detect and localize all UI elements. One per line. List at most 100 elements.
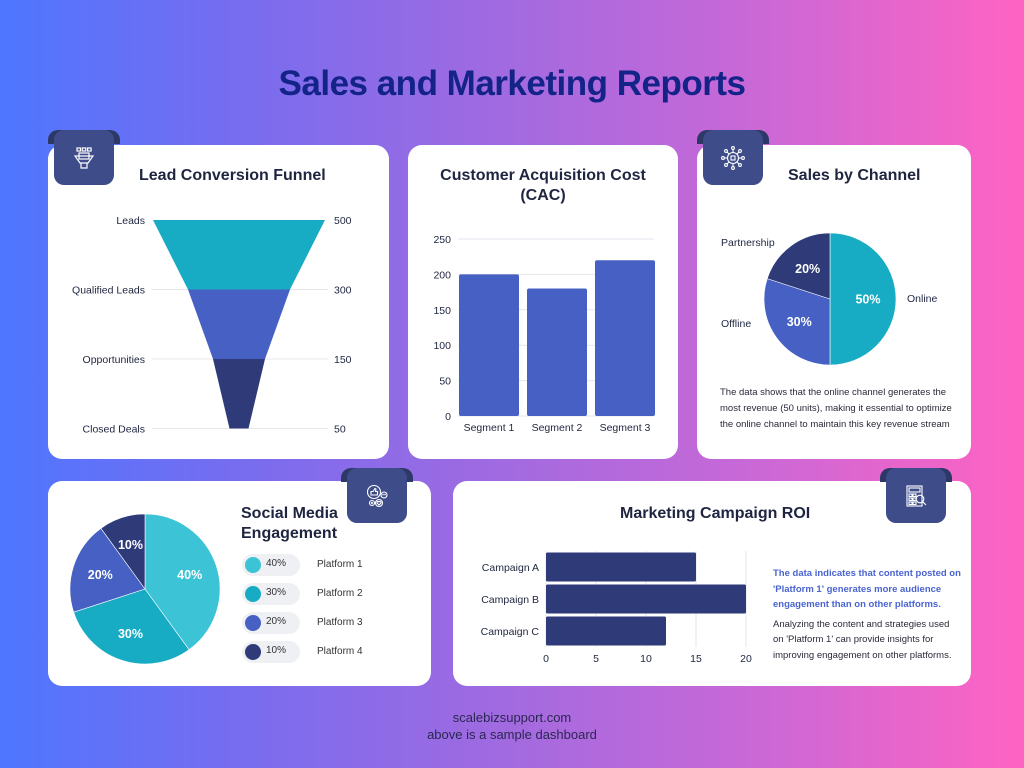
legend-value: 20% [266,616,287,627]
note-highlight-line: engagement than on other platforms. [773,599,941,610]
legend-item: 40% [242,554,300,576]
channel-note: The data shows that the online channel g… [720,385,960,433]
note-line: Analyzing the content and strategies use… [773,618,950,630]
y-tick-label: 50 [439,376,451,388]
y-category-label: Campaign A [482,562,539,574]
x-tick-label: 15 [690,653,702,665]
legend-label: Platform 1 [317,559,363,570]
legend-item: 10% [242,641,300,663]
card-title-line1: Customer Acquisition Cost [440,167,646,184]
y-category-label: Campaign C [481,626,540,638]
pie-slice [100,513,146,590]
roi-bar [546,584,746,614]
card-title: Sales by Channel [788,167,921,184]
legend-item: 30% [242,583,300,605]
card-title-line2: Engagement [241,525,338,542]
page-title: Sales and Marketing Reports [278,64,746,103]
roi-bar-chart: 0 5 10 15 20 Campaign A Campaign B Campaign C [481,551,752,665]
pie-slice [73,588,190,665]
pie-legend-label: Offline [721,318,751,330]
legend-value: 40% [266,558,287,569]
footer-site[interactable]: scalebizsupport.com [452,710,572,725]
funnel-value-label: 50 [334,424,346,436]
roi-icon-tab [880,468,952,523]
social-reactions-icon [366,484,388,507]
funnel-people-icon [73,146,95,169]
legend-swatch [245,557,261,573]
sales-channel-card: Sales by Channel 50% 30% 20% Online Offline P… [697,145,971,459]
pie-legend-label: Partnership [721,237,775,249]
cac-bar [459,274,519,416]
note-highlight-line: 'Platform 1' generates more audience [773,583,942,595]
funnel-segment [188,289,290,359]
legend-swatch [245,615,261,631]
funnel-value-label: 300 [334,285,352,297]
y-category-label: Campaign B [481,594,539,606]
pie-slice-label: 40% [177,568,202,582]
pie-slice [766,232,831,300]
x-tick-label: Segment 2 [532,422,583,434]
pie-slice-label: 20% [795,262,820,276]
lead-funnel-card: Lead Conversion Funnel Leads 500 Qualified… [48,145,389,459]
x-tick-label: Segment 3 [600,422,651,434]
footer-note: above is a sample dashboard [427,727,597,742]
pie-slice [829,232,897,366]
funnel-segment [153,220,325,290]
x-tick-label: 0 [543,653,549,665]
funnel-category-label: Qualified Leads [72,285,145,297]
cac-bar [527,288,587,416]
cac-card: Customer Acquisition Cost (CAC) 0 50 100 15… [408,145,678,459]
note-line: improving engagement on other platforms. [773,649,952,661]
funnel-value-label: 500 [334,215,352,227]
funnel-chart: Leads 500 Qualified Leads 300 Opportunities 1… [72,215,352,436]
roi-note: The data indicates that content posted o… [773,566,963,663]
pie-legend-label: Online [907,293,938,305]
y-tick-label: 200 [433,269,451,281]
card-title: Lead Conversion Funnel [139,167,326,184]
funnel-value-label: 150 [334,354,352,366]
roi-bar [546,616,666,646]
calculator-search-icon [906,484,927,507]
x-tick-label: 20 [740,653,752,665]
card-title-line2: (CAC) [520,187,566,204]
channel-pie-chart: 50% 30% 20% Online Offline Partnership [721,232,938,366]
cac-bar [595,260,655,416]
legend-swatch [245,644,261,660]
pie-slice [763,278,831,366]
funnel-category-label: Closed Deals [83,424,145,436]
legend-item: 20% [242,612,300,634]
pie-slice-label: 20% [88,568,113,582]
network-hub-icon [721,145,745,170]
pie-slice [144,513,221,651]
social-pie-chart: 40% 30% 20% 10% [69,513,221,665]
pie-slice [69,527,146,613]
x-tick-label: 10 [640,653,652,665]
funnel-category-label: Leads [116,215,145,227]
note-line: the online channel to maintain this key … [720,419,950,430]
campaign-roi-card: Marketing Campaign ROI 0 5 10 15 20 Campaign … [453,481,971,686]
funnel-category-label: Opportunities [83,354,145,366]
x-tick-label: 5 [593,653,599,665]
funnel-segment [213,359,265,429]
legend-value: 10% [266,645,287,656]
legend-value: 30% [266,587,287,598]
note-line: most revenue (50 units), making it essen… [720,403,952,414]
cac-bar-chart: 0 50 100 150 200 250 Segment 1 Segment 2 Segment… [433,234,655,434]
pie-slice-label: 10% [118,538,143,552]
social-icon-tab [341,468,413,523]
y-tick-label: 0 [445,411,451,423]
legend-swatch [245,586,261,602]
note-line: on 'Platform 1' can provide insights for [773,634,934,645]
card-title: Marketing Campaign ROI [620,505,811,522]
x-tick-label: Segment 1 [464,422,515,434]
funnel-icon-tab [48,130,120,185]
y-tick-label: 150 [433,305,451,317]
y-tick-label: 100 [433,340,451,352]
pie-slice-label: 30% [787,315,812,329]
legend-label: Platform 2 [317,588,363,599]
legend-label: Platform 3 [317,617,363,628]
roi-bar [546,552,696,582]
channel-icon-tab [697,130,769,185]
pie-slice-label: 50% [855,293,880,307]
card-title-line1: Social Media [241,505,338,522]
